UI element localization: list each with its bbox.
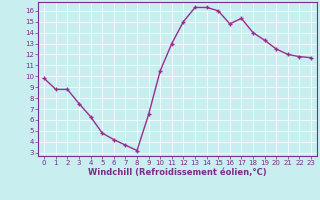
X-axis label: Windchill (Refroidissement éolien,°C): Windchill (Refroidissement éolien,°C) xyxy=(88,168,267,177)
